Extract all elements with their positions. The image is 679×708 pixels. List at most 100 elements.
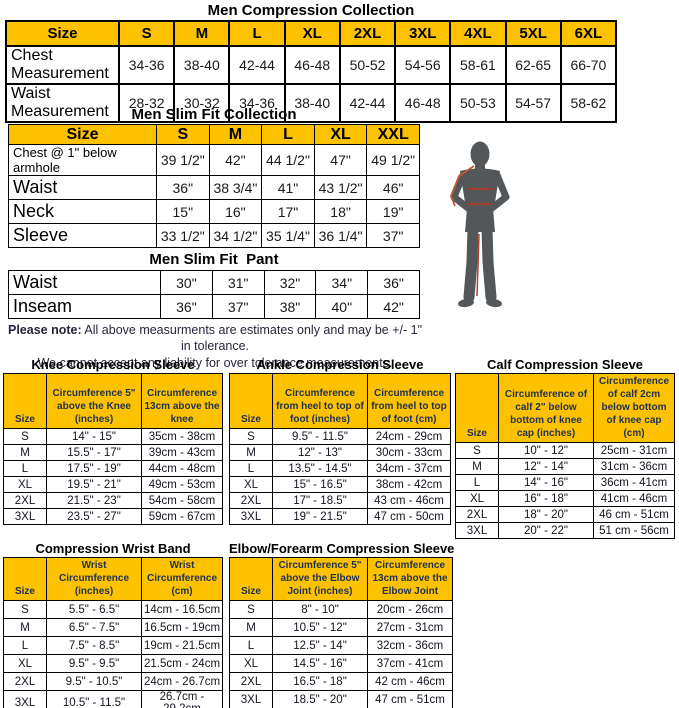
value-cell: 46-48 [394,83,452,123]
value-cell: 14" - 16" [498,474,594,491]
row-label: Chest Measurement [5,45,120,85]
table-row: L 7.5" - 8.5" 19cm - 21.5cm [3,636,223,655]
table-row: Chest @ 1" below armhole 39 1/2" 42" 44 1/2… [8,144,420,176]
value-cell: 42" [208,144,263,176]
value-cell: 8" - 10" [272,600,368,619]
value-cell: 12" - 14" [498,458,594,475]
value-cell: 16.5" - 18" [272,672,368,691]
value-cell: 5.5" - 6.5" [46,600,142,619]
value-cell: 47" [313,144,368,176]
value-cell: 21.5" - 23" [46,492,142,509]
value-cell: 38" [263,294,317,319]
size-column-header: Size [229,557,273,601]
table-row: Chest Measurement 34-36 38-40 42-44 46-48 50-… [5,45,618,85]
value-cell: 42-44 [338,83,397,123]
value-cell: 42 cm - 46cm [367,672,453,691]
size-cell: 3XL [455,522,499,539]
table-row: XL 16" - 18" 41cm - 46cm [455,490,675,507]
men-slim-fit-pant-title: Men Slim Fit Pant [149,251,279,268]
man-silhouette [450,141,510,308]
size-cell: 3XL [3,508,47,525]
size-header-cell: 6XL [559,20,618,47]
value-cell: 28-32 [117,83,176,123]
table-row: Inseam 36" 37" 38" 40" 42" [8,294,420,319]
size-header-cell: 4XL [449,20,507,47]
size-cell: XL [3,654,47,673]
table-row: M 12" - 14" 31cm - 36cm [455,458,675,475]
size-cell: L [229,636,273,655]
men-compression-collection-title: Men Compression Collection [207,2,415,19]
table-row: 2XL 16.5" - 18" 42 cm - 46cm [229,672,453,691]
size-column-header: Size [5,20,120,47]
value-cell: 23.5" - 27" [46,508,142,525]
row-label: Waist Measurement [5,83,120,123]
value-cell: 66-70 [559,45,618,85]
value-cell: 10" - 12" [498,442,594,459]
table-row: L 17.5" - 19" 44cm - 48cm [3,460,223,477]
size-header-cell: M [208,124,263,145]
table-row: Waist Measurement 28-32 30-32 34-36 38-40 42-… [5,83,618,123]
size-cell: 2XL [229,672,273,691]
value-cell: 39cm - 43cm [141,444,223,461]
ankle-sleeve-title: Ankle Compression Sleeve [256,357,424,372]
size-column-header: Size [8,124,157,145]
note-line2: We cannot accept any liability for over … [37,355,393,370]
value-cell: 49 1/2" [366,144,420,176]
column-header-cell: Wrist Circumference (cm) [141,557,223,601]
size-cell: XL [229,476,273,493]
value-cell: 50-52 [338,45,397,85]
table-row: 3XL 19" - 21.5" 47 cm - 50cm [229,508,451,525]
column-header-cell: Circumference 13cm above the knee [141,373,223,429]
ankle-sleeve-table: Size Circumference from heel to top of fo… [229,373,451,525]
column-header-cell: Circumference 5" above the Elbow Joint (… [272,557,368,601]
value-cell: 34-36 [117,45,176,85]
size-header-cell: 2XL [338,20,397,47]
value-cell: 49cm - 53cm [141,476,223,493]
size-cell: 2XL [3,492,47,509]
value-cell: 19" - 21.5" [272,508,368,525]
table-row: Neck 15" 16" 17" 18" 19" [8,199,420,224]
value-cell: 16" - 18" [498,490,594,507]
value-cell: 54-56 [394,45,452,85]
size-cell: 3XL [229,508,273,525]
value-cell: 16" [208,199,263,224]
value-cell: 31" [211,270,265,295]
size-cell: L [3,636,47,655]
value-cell: 41cm - 46cm [593,490,675,507]
table-row: S 10" - 12" 25cm - 31cm [455,442,675,459]
value-cell: 10.5" - 11.5" [46,690,142,708]
value-cell: 62-65 [504,45,562,85]
value-cell: 20" - 22" [498,522,594,539]
value-cell: 50-53 [449,83,507,123]
row-label: Chest @ 1" below armhole [8,144,157,176]
value-cell: 10.5" - 12" [272,618,368,637]
table-row: XL 19.5" - 21" 49cm - 53cm [3,476,223,493]
table-row: Waist 36" 38 3/4" 41" 43 1/2" 46" [8,175,420,200]
value-cell: 34" [315,270,369,295]
value-cell: 35 1/4" [261,223,315,248]
table-row: S 14" - 15" 35cm - 38cm [3,428,223,445]
value-cell: 15" - 16.5" [272,476,368,493]
table-row: M 12" - 13" 30cm - 33cm [229,444,451,461]
size-cell: 2XL [229,492,273,509]
value-cell: 12" - 13" [272,444,368,461]
table-row: XL 14.5" - 16" 37cm - 41cm [229,654,453,673]
size-header-cell: S [156,124,210,145]
column-header-cell: Circumference of calf 2cm below bottom o… [593,373,675,443]
value-cell: 36cm - 41cm [593,474,675,491]
value-cell: 51 cm - 56cm [593,522,675,539]
value-cell: 17.5" - 19" [46,460,142,477]
value-cell: 9.5" - 10.5" [46,672,142,691]
size-cell: S [229,428,273,445]
size-cell: M [3,618,47,637]
value-cell: 47 cm - 50cm [367,508,451,525]
value-cell: 38 3/4" [208,175,263,200]
size-header-cell: M [173,20,231,47]
table-row: S 5.5" - 6.5" 14cm - 16.5cm [3,600,223,619]
size-column-header: Size [455,373,499,443]
value-cell: 19.5" - 21" [46,476,142,493]
row-label: Waist [8,175,157,200]
value-cell: 37" [211,294,265,319]
value-cell: 27cm - 31cm [367,618,453,637]
